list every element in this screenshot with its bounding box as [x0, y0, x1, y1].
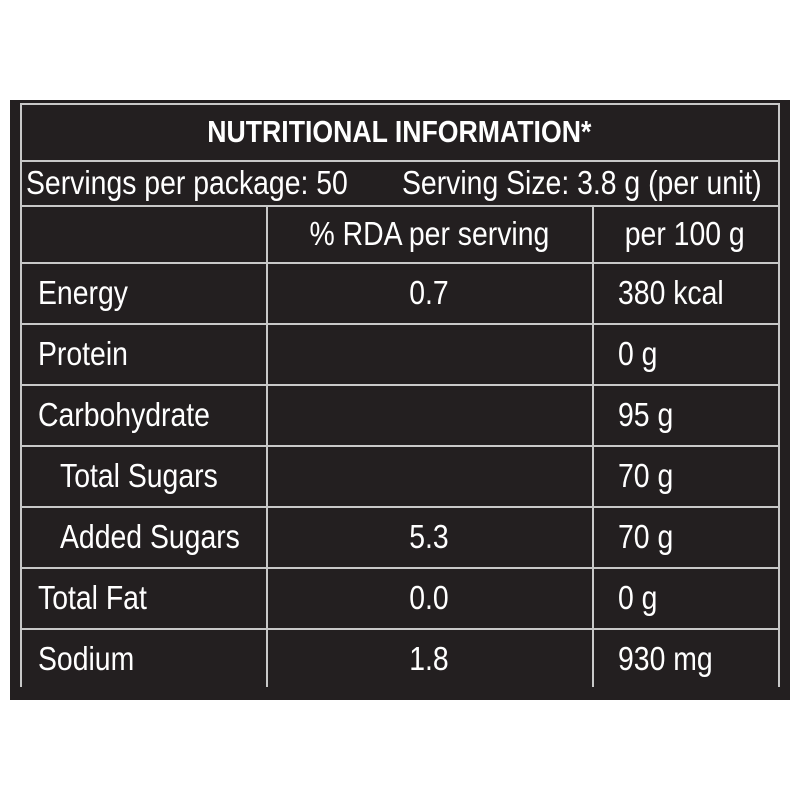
rda-value: 5.3 — [266, 506, 592, 567]
rda-value: 0.0 — [266, 567, 592, 628]
row-label-text: Total Sugars — [60, 456, 218, 494]
per-100g-value-text: 0 g — [618, 578, 658, 616]
rule — [778, 103, 780, 205]
rule — [20, 628, 778, 630]
rule — [20, 103, 778, 105]
row-label-text: Added Sugars — [60, 517, 240, 555]
servings-per-package-text: Servings per package: 50 — [26, 163, 348, 201]
per-100g-value: 95 g — [618, 384, 682, 445]
rule — [20, 506, 778, 508]
rda-value-text: 5.3 — [409, 517, 449, 555]
rule — [20, 205, 778, 207]
per-100g-value: 930 mg — [618, 628, 728, 689]
rda-value-text: 0.7 — [409, 273, 449, 311]
rule — [20, 384, 778, 386]
column-header: % RDA per serving — [266, 205, 592, 262]
column-header-text: per 100 g — [625, 214, 745, 252]
rda-value: 1.8 — [266, 628, 592, 689]
rule — [20, 262, 778, 264]
rule — [592, 205, 594, 687]
row-label: Total Fat — [38, 567, 165, 628]
serving-size: Serving Size: 3.8 g (per unit) — [402, 160, 800, 205]
rule — [266, 205, 268, 687]
row-label-text: Total Fat — [38, 578, 147, 616]
row-label: Total Sugars — [60, 445, 243, 506]
row-label-text: Carbohydrate — [38, 395, 210, 433]
per-100g-value-text: 70 g — [618, 456, 674, 494]
rda-value-text: 0.0 — [409, 578, 449, 616]
row-label-text: Energy — [38, 273, 128, 311]
per-100g-value: 0 g — [618, 323, 664, 384]
rule — [20, 160, 778, 162]
per-100g-value-text: 0 g — [618, 334, 658, 372]
per-100g-value: 70 g — [618, 445, 682, 506]
row-label: Carbohydrate — [38, 384, 238, 445]
title: NUTRITIONAL INFORMATION* — [20, 103, 778, 160]
rda-value: 0.7 — [266, 262, 592, 323]
row-label: Protein — [38, 323, 143, 384]
per-100g-value: 380 kcal — [618, 262, 741, 323]
rule — [20, 567, 778, 569]
per-100g-value-text: 70 g — [618, 517, 674, 555]
rule — [20, 103, 22, 687]
per-100g-value-text: 930 mg — [618, 639, 713, 677]
rule — [778, 205, 780, 687]
rda-value-text: 1.8 — [409, 639, 449, 677]
nutrition-label: NUTRITIONAL INFORMATION* Servings per pac… — [10, 100, 790, 700]
per-100g-value: 70 g — [618, 506, 682, 567]
rule — [20, 323, 778, 325]
title-text: NUTRITIONAL INFORMATION* — [206, 113, 592, 149]
per-100g-value-text: 95 g — [618, 395, 674, 433]
column-header-text: % RDA per serving — [309, 214, 549, 252]
column-header: per 100 g — [592, 205, 778, 262]
row-label-text: Sodium — [38, 639, 135, 677]
serving-size-text: Serving Size: 3.8 g (per unit) — [402, 163, 762, 201]
row-label: Sodium — [38, 628, 150, 689]
per-100g-value: 0 g — [618, 567, 664, 628]
row-label: Added Sugars — [60, 506, 269, 567]
servings-per-package: Servings per package: 50 — [26, 160, 400, 205]
row-label-text: Protein — [38, 334, 128, 372]
per-100g-value-text: 380 kcal — [618, 273, 724, 311]
rule — [20, 445, 778, 447]
row-label: Energy — [38, 262, 143, 323]
